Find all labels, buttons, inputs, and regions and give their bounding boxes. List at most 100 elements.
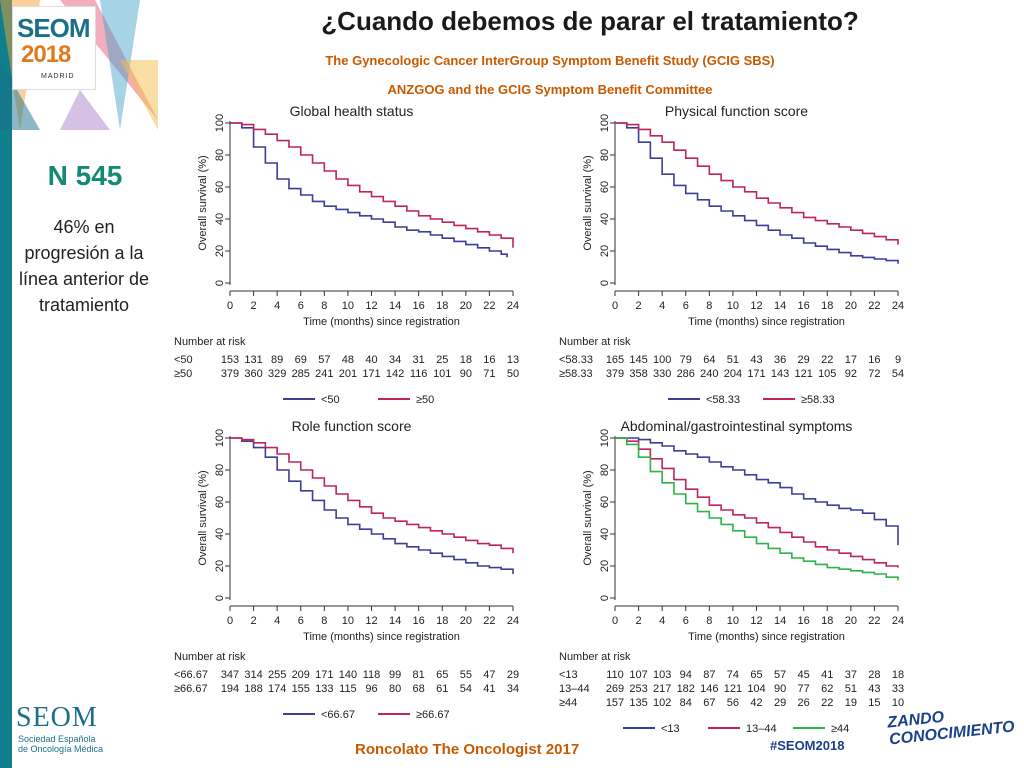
risk-count: 87 xyxy=(703,669,715,681)
x-tick-label: 20 xyxy=(845,615,857,627)
risk-count: 36 xyxy=(774,354,786,366)
risk-count: 133 xyxy=(315,683,333,695)
risk-count: 140 xyxy=(339,669,357,681)
risk-count: 65 xyxy=(436,669,448,681)
x-tick-label: 16 xyxy=(798,615,810,627)
seom-2018-logo: SEOM 2018 MADRID xyxy=(12,6,96,90)
risk-count: 115 xyxy=(339,683,357,695)
risk-count: 71 xyxy=(483,368,495,380)
risk-count: 26 xyxy=(798,697,810,709)
risk-count: 31 xyxy=(413,354,425,366)
risk-count: 171 xyxy=(315,669,333,681)
x-tick-label: 4 xyxy=(274,615,280,627)
x-tick-label: 24 xyxy=(892,615,904,627)
risk-count: 101 xyxy=(433,368,451,380)
x-axis-label: Time (months) since registration xyxy=(303,631,460,643)
y-tick-label: 60 xyxy=(599,496,611,508)
risk-count: 142 xyxy=(386,368,404,380)
x-tick-label: 20 xyxy=(460,615,472,627)
risk-count: 34 xyxy=(507,683,519,695)
x-axis-label: Time (months) since registration xyxy=(303,316,460,328)
km-panel-abdominal-gi: Abdominal/gastrointestinal symptoms 0 20 40… xyxy=(543,413,933,735)
risk-count: 171 xyxy=(362,368,380,380)
risk-count: 64 xyxy=(703,354,715,366)
legend-label: ≥66.67 xyxy=(416,709,450,721)
chart-title: Role function score xyxy=(292,418,412,434)
risk-count: 253 xyxy=(629,683,647,695)
seom-org-subtitle: Sociedad Española de Oncología Médica xyxy=(18,734,103,754)
risk-count: 37 xyxy=(845,669,857,681)
x-tick-label: 8 xyxy=(706,300,712,312)
y-tick-label: 80 xyxy=(599,464,611,476)
risk-count: 90 xyxy=(460,368,472,380)
seom-org-subtitle-line2: de Oncología Médica xyxy=(18,744,104,754)
risk-count: 329 xyxy=(268,368,286,380)
legend-label: <58.33 xyxy=(706,394,740,406)
risk-count: 48 xyxy=(342,354,354,366)
y-tick-label: 100 xyxy=(214,429,226,447)
logo-year-text: 2018 xyxy=(21,41,71,68)
x-tick-label: 14 xyxy=(389,615,401,627)
risk-count: 92 xyxy=(845,368,857,380)
y-tick-label: 0 xyxy=(214,280,226,286)
risk-count: 13 xyxy=(507,354,519,366)
survival-curve xyxy=(615,437,899,581)
risk-count: 17 xyxy=(845,354,857,366)
risk-count: 194 xyxy=(221,683,239,695)
risk-count: 29 xyxy=(774,697,786,709)
y-tick-label: 20 xyxy=(214,560,226,572)
risk-count: 42 xyxy=(750,697,762,709)
x-tick-label: 6 xyxy=(683,615,689,627)
risk-count: 9 xyxy=(895,354,901,366)
x-tick-label: 18 xyxy=(436,300,448,312)
y-tick-label: 40 xyxy=(214,213,226,225)
risk-count: 25 xyxy=(436,354,448,366)
sidebar-accent-strip xyxy=(0,0,12,768)
risk-count: 103 xyxy=(653,669,671,681)
risk-count: 358 xyxy=(629,368,647,380)
survival-curve xyxy=(230,437,514,574)
y-tick-label: 60 xyxy=(214,496,226,508)
risk-count: 43 xyxy=(750,354,762,366)
x-tick-label: 4 xyxy=(659,300,665,312)
risk-count: 67 xyxy=(703,697,715,709)
legend-label: ≥58.33 xyxy=(801,394,835,406)
x-axis-label: Time (months) since registration xyxy=(688,631,845,643)
risk-row-label: <50 xyxy=(174,354,193,366)
y-tick-label: 20 xyxy=(214,245,226,257)
km-panel-physical-function: Physical function score 0 20 40 60 80 100 0 2 4 6 8… xyxy=(543,98,933,418)
risk-count: 79 xyxy=(680,354,692,366)
risk-count: 104 xyxy=(747,683,765,695)
x-tick-label: 2 xyxy=(251,615,257,627)
x-tick-label: 8 xyxy=(706,615,712,627)
x-tick-label: 2 xyxy=(636,615,642,627)
risk-count: 18 xyxy=(892,669,904,681)
risk-count: 54 xyxy=(460,683,472,695)
y-tick-label: 80 xyxy=(599,149,611,161)
risk-count: 121 xyxy=(794,368,812,380)
risk-count: 57 xyxy=(318,354,330,366)
survival-curve xyxy=(615,122,899,245)
risk-count: 269 xyxy=(606,683,624,695)
risk-count: 54 xyxy=(892,368,904,380)
y-tick-label: 0 xyxy=(214,595,226,601)
risk-count: 89 xyxy=(271,354,283,366)
risk-row-label: ≥50 xyxy=(174,368,192,380)
risk-row-label: ≥44 xyxy=(559,697,577,709)
x-tick-label: 4 xyxy=(659,615,665,627)
risk-count: 56 xyxy=(727,697,739,709)
risk-row-label: <58.33 xyxy=(559,354,593,366)
x-tick-label: 0 xyxy=(612,300,618,312)
y-tick-label: 100 xyxy=(599,429,611,447)
y-tick-label: 40 xyxy=(599,213,611,225)
x-tick-label: 14 xyxy=(389,300,401,312)
x-tick-label: 12 xyxy=(750,300,762,312)
risk-count: 110 xyxy=(606,669,624,681)
x-tick-label: 18 xyxy=(821,615,833,627)
survival-curve xyxy=(230,122,514,248)
y-axis-label: Overall survival (%) xyxy=(197,155,209,250)
risk-count: 22 xyxy=(821,697,833,709)
y-tick-label: 80 xyxy=(214,464,226,476)
